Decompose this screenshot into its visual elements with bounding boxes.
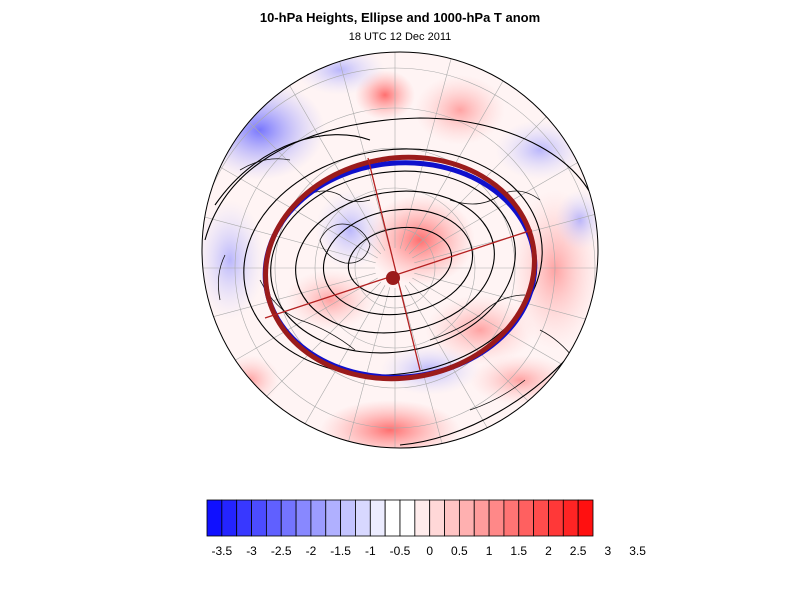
colorbar-tick-label: 2.5 (570, 544, 587, 558)
colorbar-box (355, 499, 371, 537)
colorbar-box (236, 499, 252, 537)
colorbar-box (533, 499, 549, 537)
meridian-line (327, 287, 391, 448)
colorbar-tick-label: -2 (306, 544, 317, 558)
colorbar-box (325, 499, 342, 537)
meridian-line (414, 272, 598, 336)
colorbar-box (518, 499, 535, 537)
figure-title: 10-hPa Heights, Ellipse and 1000-hPa T a… (259, 10, 541, 25)
colorbar-box (340, 499, 356, 537)
colorbar-tick-label: -0.5 (390, 544, 411, 558)
ellipse-minor-axis (367, 157, 421, 371)
colorbar-box (206, 499, 223, 537)
colorbar-tick-label: -1.5 (330, 544, 351, 558)
colorbar-tick-label: 3 (605, 544, 612, 558)
ellipse-center-marker (386, 271, 400, 285)
meridian-line (202, 200, 376, 264)
colorbar-box (548, 499, 564, 537)
colorbar-box (473, 499, 490, 537)
colorbar-box (458, 499, 475, 537)
colorbar-box (295, 499, 312, 537)
colorbar-box (280, 499, 297, 537)
colorbar-tick-label: 0 (426, 544, 433, 558)
colorbar-tick-label: -2.5 (271, 544, 292, 558)
colorbar-box (414, 499, 431, 537)
meridian-line (202, 272, 376, 336)
colorbar-box (503, 499, 520, 537)
colorbar-tick-label: 1 (486, 544, 493, 558)
colorbar-tick-label: 0.5 (451, 544, 468, 558)
colorbar-ticks: -3.5 -3 -2.5 -2 -1.5 -1 -0.5 0 0.5 1 1.5 2 2.5 3 3.5 (212, 544, 647, 558)
colorbar-tick-label: -3 (246, 544, 257, 558)
map-border (201, 51, 599, 449)
colorbar-box (577, 499, 594, 537)
colorbar-box (221, 499, 238, 537)
colorbar-box (429, 499, 445, 537)
colorbar-tick-label: 3.5 (629, 544, 646, 558)
colorbar-tick-label: -3.5 (212, 544, 233, 558)
colorbar-box (562, 499, 579, 537)
colorbar-box (310, 499, 327, 537)
colorbar-tick-label: -1 (365, 544, 376, 558)
colorbar-tick-label: 2 (545, 544, 552, 558)
red-ellipse (263, 154, 537, 382)
colorbar-boxes (206, 499, 594, 537)
colorbar-tick-label: 1.5 (510, 544, 527, 558)
colorbar-box (488, 499, 505, 537)
colorbar-box (265, 499, 282, 537)
figure-subtitle: 18 UTC 12 Dec 2011 (348, 31, 452, 43)
meridian-line (399, 287, 463, 448)
colorbar-box (251, 499, 267, 537)
colorbar-box (399, 499, 416, 537)
colorbar-box (384, 499, 401, 537)
colorbar-box (369, 499, 386, 537)
meridian-line (264, 285, 386, 448)
colorbar-box (444, 499, 460, 537)
meridian-line (404, 285, 526, 448)
